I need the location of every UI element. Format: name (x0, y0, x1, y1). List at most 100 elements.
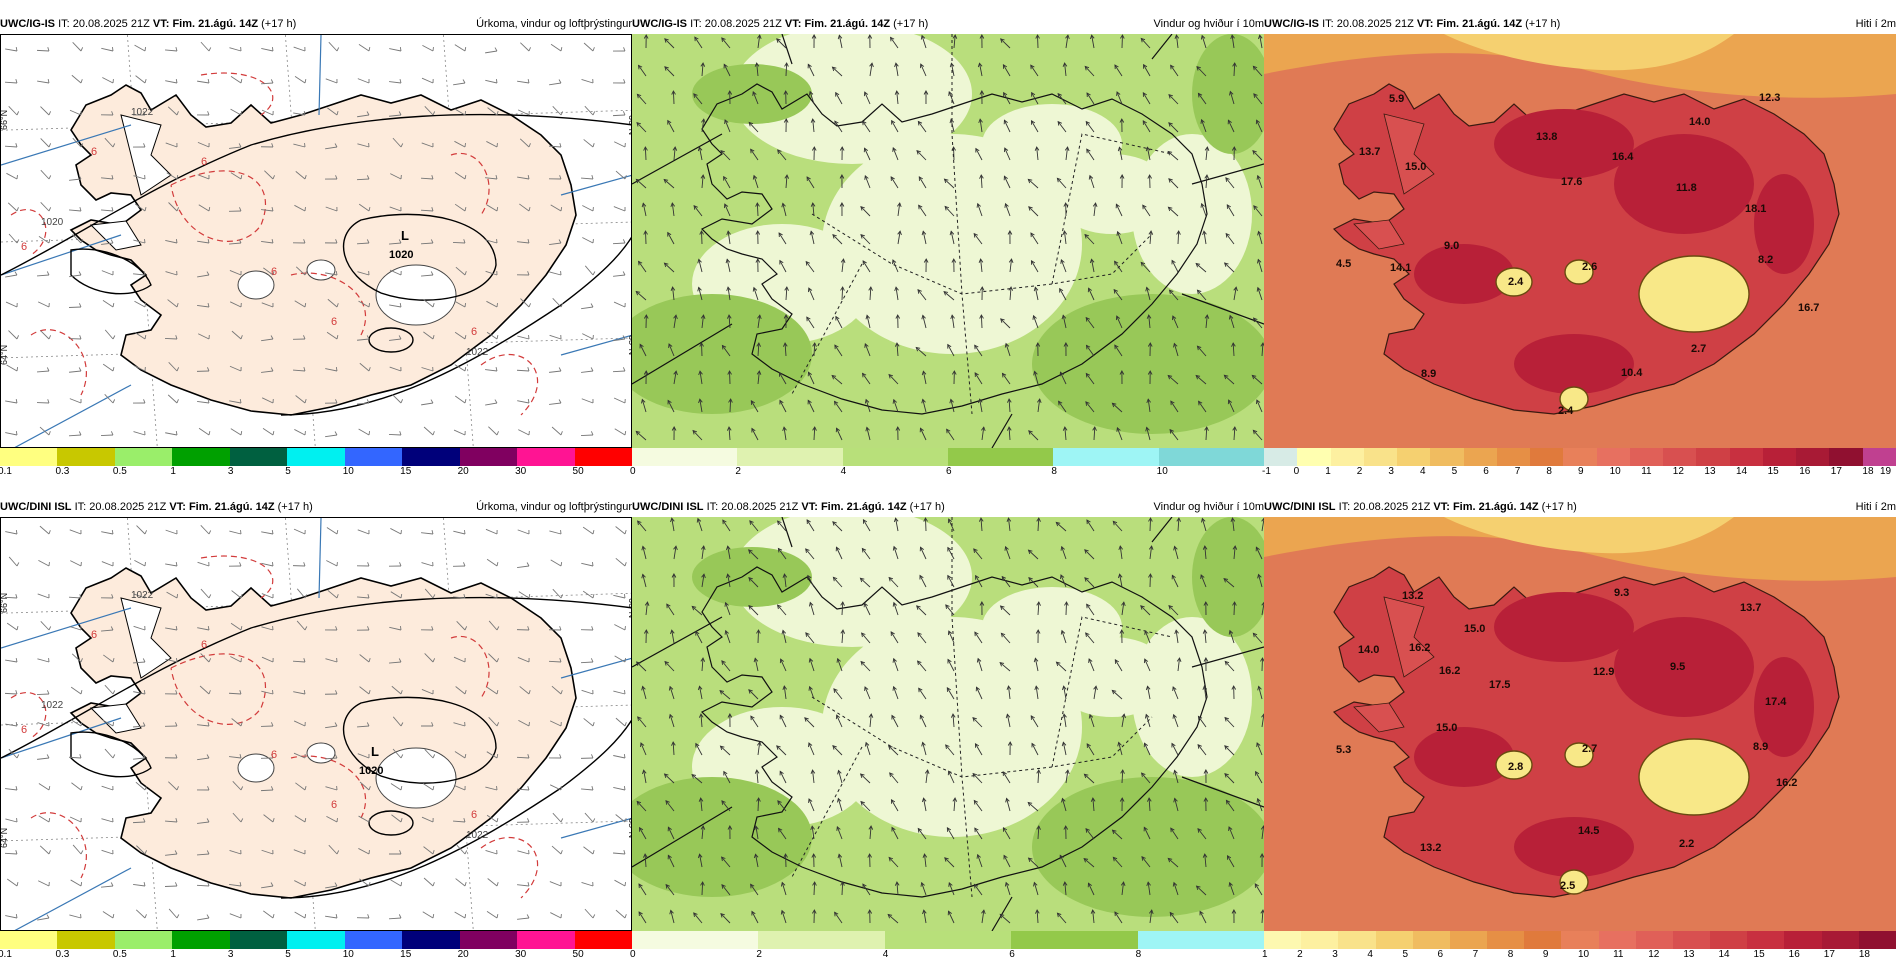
colorbar-swatch (0, 931, 57, 949)
init-time-value: 20.08.2025 21Z (721, 501, 798, 513)
temperature-label: 13.2 (1402, 590, 1423, 602)
colorbar-tick-label: 10 (343, 949, 354, 960)
colorbar-tick-label: 8 (1508, 949, 1514, 960)
colorbar-tick-label: 15 (1754, 949, 1765, 960)
colorbar-tick-label: 4 (1367, 949, 1373, 960)
glacier-cold-area (1639, 739, 1749, 815)
colorbar-swatch (1663, 448, 1696, 466)
lead-time: (+17 h) (261, 18, 296, 30)
colorbar-swatch (1487, 931, 1524, 949)
lead-time: (+17 h) (1542, 501, 1577, 513)
colorbar-tick-label: 6 (946, 466, 952, 477)
colorbar-tick-label: 15 (400, 466, 411, 477)
colorbar-swatch (115, 931, 172, 949)
colorbar-tick-label: 6 (1009, 949, 1015, 960)
colorbar-tick-label: 10 (1157, 466, 1168, 477)
temperature-label: 14.5 (1578, 825, 1599, 837)
colorbar-tick-label: 1 (170, 466, 176, 477)
temperature-label: 8.9 (1421, 368, 1436, 380)
colorbar-swatch (1636, 931, 1673, 949)
temperature-label: 9.5 (1670, 661, 1685, 673)
model-name: UWC/IG-IS (632, 18, 687, 30)
colorbar-swatch (1563, 448, 1596, 466)
product-title: Vindur og hviður í 10m (1154, 497, 1264, 517)
colorbar-tick-label: 0.3 (55, 466, 69, 477)
colorbar-swatch (172, 448, 229, 466)
colorbar-swatch (1338, 931, 1375, 949)
latitude-label: 64°N (1, 828, 9, 848)
temperature-label: 17.6 (1561, 176, 1582, 188)
colorbar-swatch (172, 931, 229, 949)
colorbar-swatch (843, 448, 948, 466)
panel-title: UWC/DINI ISL IT: 20.08.2025 21Z VT: Fim.… (0, 497, 313, 517)
colorbar-tick-label: 3 (228, 949, 234, 960)
valid-time-label: VT: (1433, 501, 1450, 513)
colorbar-swatch (345, 448, 402, 466)
isobar-label: 1022 (131, 590, 154, 601)
panel-title: UWC/IG-IS IT: 20.08.2025 21Z VT: Fim. 21… (1264, 14, 1560, 34)
colorbar-swatch (1159, 448, 1264, 466)
model-name: UWC/DINI ISL (0, 501, 72, 513)
colorbar-swatch (1710, 931, 1747, 949)
valid-time-label: VT: (169, 501, 186, 513)
colorbar-tick-label: 30 (515, 949, 526, 960)
colorbar-swatch (0, 448, 57, 466)
isobar-label: 1022 (41, 700, 64, 711)
temperature-label: 8.9 (1753, 741, 1768, 753)
precip-contour-label: 6 (201, 639, 207, 651)
temperature-label: 2.7 (1582, 743, 1597, 755)
windy-area (1032, 294, 1264, 434)
valid-time-value: Fim. 21.ágú. 14Z (172, 18, 258, 30)
colorbar-tick-label: -1 (1262, 466, 1271, 477)
product-title: Hiti í 2m (1856, 497, 1896, 517)
temperature-label: 4.5 (1336, 258, 1351, 270)
init-time-value: 20.08.2025 21Z (1337, 18, 1414, 30)
colorbar-swatch (885, 931, 1011, 949)
latitude-label: 66°N (1, 593, 9, 613)
forecast-panel: UWC/DINI ISL IT: 20.08.2025 21Z VT: Fim.… (1264, 497, 1896, 965)
precip-contour-label: 6 (471, 326, 477, 338)
colorbar (0, 931, 632, 949)
glacier-cold-area (1639, 256, 1749, 332)
precip-contour-label: 6 (331, 799, 337, 811)
colorbar-swatch (345, 931, 402, 949)
colorbar-tick-label: 10 (343, 466, 354, 477)
temperature-label: 12.3 (1759, 92, 1780, 104)
temperature-label: 13.8 (1536, 131, 1557, 143)
colorbar-tick-label: 16 (1789, 949, 1800, 960)
precip-contour-label: 6 (471, 809, 477, 821)
colorbar-swatch (1053, 448, 1158, 466)
colorbar-tick-label: 8 (1136, 949, 1142, 960)
init-time-value: 20.08.2025 21Z (705, 18, 782, 30)
colorbar-tick-label: 8 (1546, 466, 1552, 477)
colorbar-tick-label: 9 (1578, 466, 1584, 477)
precip-contour-label: 6 (271, 749, 277, 761)
colorbar-swatch (1464, 448, 1497, 466)
temperature-label: 10.4 (1621, 367, 1643, 379)
init-time-label: IT: (1322, 18, 1334, 30)
colorbar-swatch (1376, 931, 1413, 949)
valid-time-label: VT: (801, 501, 818, 513)
forecast-panel: UWC/IG-IS IT: 20.08.2025 21Z VT: Fim. 21… (0, 14, 632, 482)
temperature-label: 9.3 (1614, 587, 1629, 599)
colorbar-swatch (1763, 448, 1796, 466)
colorbar-tick-label: 13 (1704, 466, 1715, 477)
valid-time-label: VT: (1417, 18, 1434, 30)
colorbar-tick-label: 0.1 (0, 949, 12, 960)
colorbar-tick-label: 6 (1483, 466, 1489, 477)
temperature-label: 16.2 (1776, 777, 1797, 789)
colorbar-swatch (402, 448, 459, 466)
temperature-label: 13.7 (1359, 146, 1380, 158)
temperature-label: 15.0 (1405, 161, 1426, 173)
init-time-label: IT: (690, 18, 702, 30)
colorbar-tick-label: 0 (630, 949, 636, 960)
temperature-label: 15.0 (1436, 722, 1457, 734)
colorbar-swatch (632, 448, 737, 466)
colorbar-tick-label: 9 (1543, 949, 1549, 960)
colorbar-swatch (1413, 931, 1450, 949)
colorbar-swatch (1530, 448, 1563, 466)
colorbar-tick-label: 5 (1402, 949, 1408, 960)
